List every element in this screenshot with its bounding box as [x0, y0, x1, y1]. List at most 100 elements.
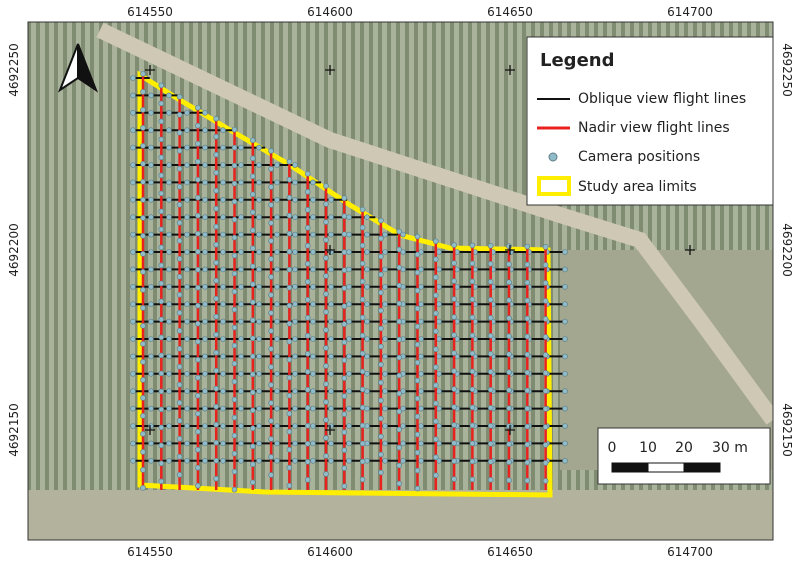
camera — [432, 256, 439, 263]
camera — [506, 441, 512, 448]
camera — [231, 234, 238, 241]
camera — [256, 266, 262, 273]
camera — [140, 143, 146, 149]
camera — [250, 317, 256, 324]
camera — [451, 278, 457, 284]
camera — [213, 331, 219, 338]
camera — [310, 283, 316, 290]
camera — [292, 440, 298, 447]
camera — [414, 449, 421, 456]
camera — [238, 388, 244, 395]
camera — [268, 454, 274, 460]
camera — [238, 266, 244, 273]
camera — [140, 251, 146, 257]
camera — [274, 197, 280, 203]
camera — [286, 230, 293, 237]
camera — [292, 370, 298, 377]
camera — [148, 249, 154, 255]
camera — [469, 332, 476, 339]
camera — [140, 395, 146, 401]
camera — [286, 158, 293, 165]
camera — [524, 315, 531, 322]
camera — [148, 231, 154, 238]
camera — [202, 214, 208, 220]
camera — [323, 309, 329, 315]
camera — [396, 282, 403, 289]
camera — [542, 406, 549, 412]
camera — [304, 350, 311, 357]
camera — [487, 441, 494, 447]
camera — [250, 425, 256, 432]
camera — [238, 283, 244, 290]
camera — [166, 266, 172, 273]
grid-cross — [505, 65, 515, 75]
camera — [158, 118, 165, 125]
camera — [436, 353, 442, 360]
camera — [286, 320, 293, 327]
camera — [304, 314, 311, 321]
camera — [328, 370, 334, 377]
scale-segment — [683, 462, 721, 473]
camera — [341, 429, 348, 436]
camera — [184, 336, 190, 342]
camera — [341, 303, 348, 310]
camera — [418, 353, 424, 360]
camera — [213, 439, 219, 446]
camera — [562, 318, 568, 325]
camera — [220, 318, 226, 325]
camera — [202, 457, 208, 464]
camera — [202, 231, 208, 238]
camera — [304, 278, 311, 285]
camera — [184, 231, 190, 238]
grid-cross — [145, 65, 155, 75]
camera — [231, 414, 238, 421]
camera — [184, 457, 190, 464]
camera — [469, 476, 476, 483]
camera — [176, 273, 183, 280]
camera — [382, 370, 388, 377]
camera — [148, 266, 154, 273]
camera — [202, 318, 208, 325]
camera — [256, 336, 262, 342]
legend-label: Camera positions — [578, 149, 700, 165]
camera — [562, 388, 568, 395]
camera — [202, 249, 208, 255]
camera — [487, 477, 494, 483]
camera — [195, 464, 201, 471]
x-coord-label: 614550 — [127, 5, 173, 19]
camera — [286, 464, 293, 471]
camera — [432, 346, 439, 353]
camera — [140, 305, 146, 311]
grid-cross — [505, 425, 515, 435]
camera — [250, 245, 256, 252]
camera — [432, 238, 439, 245]
camera — [130, 231, 136, 238]
camera — [382, 231, 388, 238]
camera — [231, 270, 238, 277]
camera — [487, 297, 494, 303]
camera — [256, 388, 262, 395]
camera — [184, 405, 190, 412]
camera — [176, 165, 183, 172]
camera — [256, 457, 262, 464]
camera — [506, 351, 512, 358]
camera — [148, 162, 154, 168]
camera — [130, 440, 136, 447]
camera — [184, 370, 190, 377]
camera — [195, 212, 201, 219]
camera — [487, 423, 494, 429]
camera — [382, 440, 388, 447]
camera — [542, 316, 549, 322]
camera — [524, 261, 531, 268]
camera — [436, 266, 442, 273]
camera — [359, 368, 366, 375]
scale-label: 30 m — [712, 440, 748, 456]
camera — [195, 392, 201, 399]
camera — [414, 269, 421, 276]
camera — [292, 197, 298, 203]
camera — [184, 318, 190, 325]
camera — [274, 214, 280, 220]
camera — [524, 297, 531, 304]
camera — [213, 403, 219, 410]
camera — [542, 478, 549, 484]
